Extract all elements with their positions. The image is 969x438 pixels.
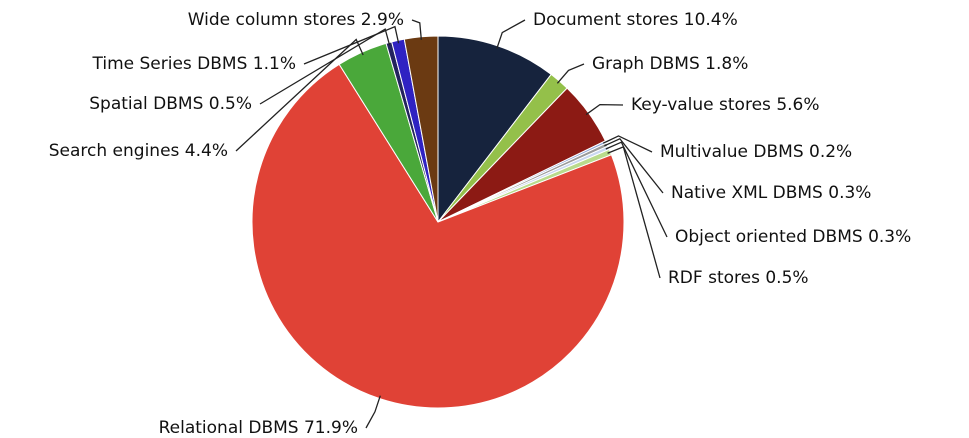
slice-name: Time Series DBMS (91, 54, 247, 74)
slice-label: RDF stores 0.5% (668, 268, 809, 288)
slice-value: 4.4% (185, 141, 228, 161)
slice-name: Spatial DBMS (89, 94, 203, 114)
slice-name: Relational DBMS (159, 418, 299, 438)
slice-value: 2.9% (361, 10, 404, 30)
slice-label: Spatial DBMS 0.5% (89, 94, 252, 114)
slice-value: 0.3% (868, 227, 911, 247)
slice-name: RDF stores (668, 268, 760, 288)
slice-name: Graph DBMS (592, 54, 700, 74)
slice-name: Key-value stores (631, 95, 771, 115)
slice-label: Document stores 10.4% (533, 10, 738, 30)
slice-name: Object oriented DBMS (675, 227, 863, 247)
connector (607, 145, 661, 279)
connector (411, 19, 422, 40)
slice-label: Graph DBMS 1.8% (592, 54, 748, 74)
slice-value: 0.3% (828, 183, 871, 203)
slice-name: Search engines (49, 141, 180, 161)
slice-value: 0.2% (809, 142, 852, 162)
slice-value: 0.5% (209, 94, 252, 114)
slice-name: Document stores (533, 10, 678, 30)
slice-name: Multivalue DBMS (660, 142, 804, 162)
slice-name: Native XML DBMS (671, 183, 823, 203)
slice-label: Native XML DBMS 0.3% (671, 183, 871, 203)
connector (259, 28, 391, 105)
connector (496, 19, 526, 49)
slice-label: Object oriented DBMS 0.3% (675, 227, 911, 247)
slice-label: Multivalue DBMS 0.2% (660, 142, 852, 162)
connector (365, 395, 381, 429)
connector (235, 38, 364, 152)
slice-value: 5.6% (776, 95, 819, 115)
slice-value: 0.5% (765, 268, 808, 288)
slice-value: 71.9% (304, 418, 358, 438)
slice-value: 10.4% (684, 10, 738, 30)
connector (585, 103, 624, 116)
connector (303, 25, 400, 65)
slice-label: Wide column stores 2.9% (188, 10, 404, 30)
slice-label: Search engines 4.4% (49, 141, 228, 161)
connector (604, 137, 664, 194)
slice-label: Key-value stores 5.6% (631, 95, 820, 115)
connector (602, 135, 653, 153)
connector (605, 141, 668, 238)
slice-name: Wide column stores (188, 10, 356, 30)
connector (556, 63, 585, 84)
slice-label: Time Series DBMS 1.1% (91, 54, 296, 74)
slice-value: 1.8% (705, 54, 748, 74)
slice-label: Relational DBMS 71.9% (159, 418, 358, 438)
slice-value: 1.1% (253, 54, 296, 74)
